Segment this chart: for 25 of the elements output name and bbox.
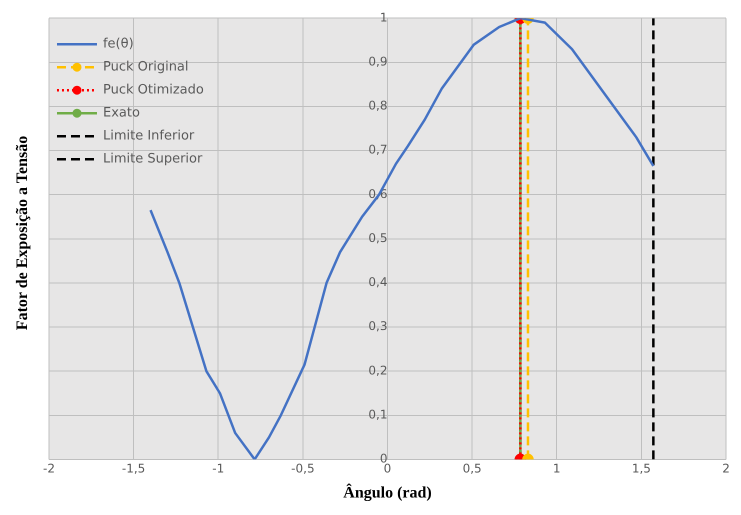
x-tick-label: 0,5 — [462, 462, 482, 476]
y-tick-label: 0,8 — [368, 98, 388, 113]
y-tick-label: 0,5 — [368, 230, 388, 245]
x-tick-label: -1 — [212, 462, 224, 476]
legend-label: Puck Original — [102, 60, 189, 75]
y-axis-title: Fator de Exposição a Tensão — [14, 136, 32, 330]
x-tick-label: -2 — [43, 462, 55, 476]
legend-label: Puck Otimizado — [102, 82, 204, 98]
x-tick-label: -0,5 — [291, 462, 315, 476]
x-tick-label: 2 — [722, 462, 730, 476]
x-tick-label: -1,5 — [122, 462, 146, 476]
legend-label: Exato — [102, 106, 140, 121]
y-tick-label: 0,9 — [368, 54, 388, 68]
y-tick-label: 0,2 — [368, 363, 388, 378]
x-tick-label: 1,5 — [632, 462, 651, 476]
legend-label: Limite Inferior — [102, 128, 195, 144]
y-tick-label: 0,3 — [368, 319, 388, 334]
legend-label: Limite Superior — [102, 152, 203, 167]
x-tick-label: 1 — [552, 462, 561, 476]
y-tick-label: 0,4 — [368, 275, 388, 290]
y-tick-label: 0,1 — [368, 407, 388, 422]
legend-label: fe(θ) — [102, 36, 134, 52]
x-axis-title: Ângulo (rad) — [343, 484, 432, 502]
y-tick-label: 0,7 — [368, 142, 388, 157]
y-tick-label: 1 — [380, 10, 388, 24]
